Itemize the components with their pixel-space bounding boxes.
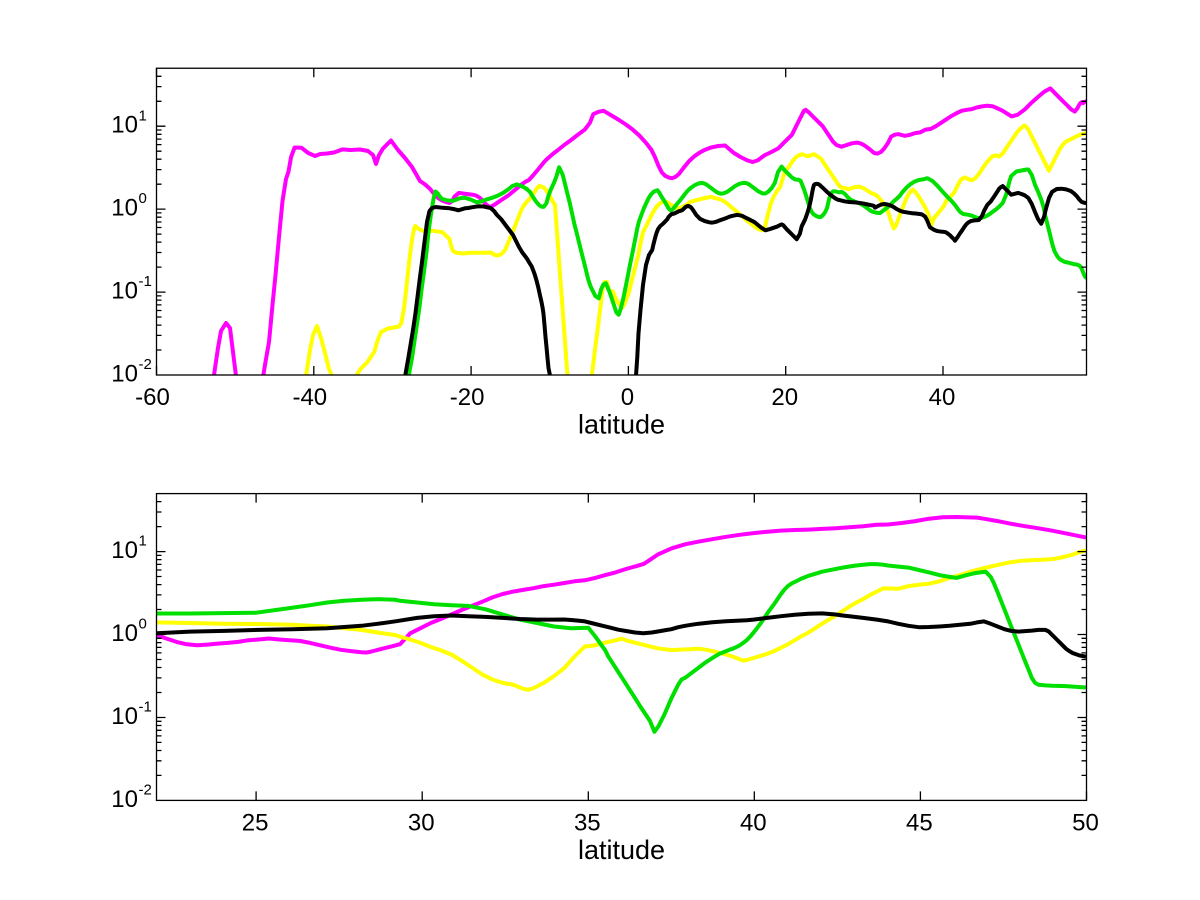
svg-text:10: 10 [111, 112, 138, 139]
svg-text:-1: -1 [139, 273, 152, 290]
svg-text:25: 25 [242, 810, 269, 837]
svg-text:0: 0 [139, 190, 147, 207]
svg-text:-2: -2 [139, 782, 152, 799]
svg-text:1: 1 [139, 107, 147, 124]
svg-text:1: 1 [139, 533, 147, 550]
svg-text:-1: -1 [139, 699, 152, 716]
svg-text:35: 35 [574, 810, 601, 837]
svg-text:-20: -20 [450, 384, 485, 411]
svg-text:latitude: latitude [578, 410, 665, 440]
svg-text:10: 10 [111, 620, 138, 647]
svg-text:20: 20 [771, 384, 798, 411]
svg-text:-60: -60 [135, 384, 170, 411]
svg-text:40: 40 [740, 810, 767, 837]
svg-text:10: 10 [111, 361, 138, 388]
svg-text:10: 10 [111, 278, 138, 305]
svg-text:10: 10 [111, 786, 138, 813]
svg-text:10: 10 [111, 703, 138, 730]
svg-text:0: 0 [621, 384, 634, 411]
svg-text:30: 30 [408, 810, 435, 837]
svg-text:latitude: latitude [578, 835, 665, 865]
svg-text:50: 50 [1072, 810, 1099, 837]
svg-text:10: 10 [111, 537, 138, 564]
svg-text:40: 40 [929, 384, 956, 411]
svg-text:10: 10 [111, 195, 138, 222]
svg-text:-40: -40 [292, 384, 327, 411]
svg-text:-2: -2 [139, 356, 152, 373]
svg-text:45: 45 [906, 810, 933, 837]
svg-text:0: 0 [139, 616, 147, 633]
